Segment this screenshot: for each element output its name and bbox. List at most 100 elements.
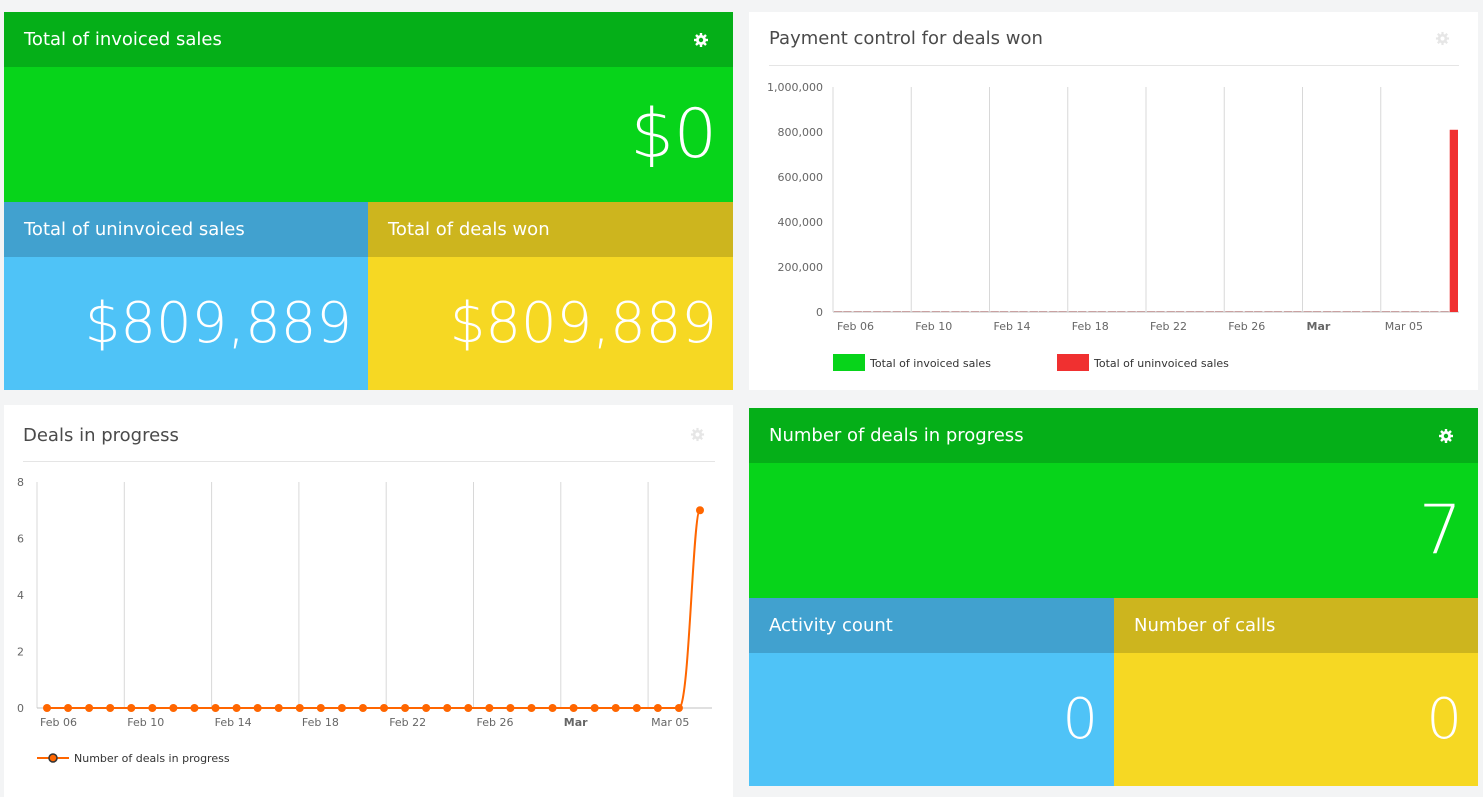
bar [1038,311,1048,312]
bar [1186,311,1195,312]
bar [1097,311,1106,312]
deals-in-progress-chart: Feb 06 Feb 10 Feb 14 Feb 18 Feb 22 Feb 26 Mar M… [17,476,712,765]
invoiced-sales-body: $0 [4,67,733,202]
data-point [127,704,136,712]
data-point [401,704,410,712]
data-point [106,704,115,712]
x-tick-label: Feb 10 [127,716,164,729]
invoiced-sales-value: $0 [630,95,717,174]
data-point [337,704,346,712]
bar [1323,311,1332,312]
data-point [211,704,220,712]
payment-control-card: Payment control for deals won Feb 06 Feb … [749,12,1478,390]
data-point [443,704,452,712]
bar [1391,311,1400,312]
data-point [422,704,431,712]
y-tick-label: 0 [17,702,24,715]
deals-progress-title: Number of deals in progress [769,425,1024,446]
gear-icon[interactable] [1438,428,1454,444]
x-tick-label: Feb 14 [994,320,1031,333]
x-tick-label: Feb 14 [215,716,252,729]
bar [1273,311,1282,312]
series-line [47,509,701,709]
y-tick-label: 4 [17,589,24,602]
bar [901,311,911,312]
bar [1156,311,1165,312]
x-tick-label: Feb 06 [40,716,77,729]
y-tick-label: 2 [17,646,24,659]
deals-in-progress-title: Deals in progress [23,425,179,446]
deals-progress-header: Number of deals in progress [749,408,1478,463]
bar [1303,311,1312,312]
data-point [295,704,304,712]
number-of-calls-header: Number of calls [1114,598,1478,653]
data-point [611,704,620,712]
data-point [674,704,683,712]
deals-won-title: Total of deals won [388,219,550,240]
data-point [696,506,704,515]
bar [1214,311,1224,312]
data-point [148,704,157,712]
y-tick-label: 0 [816,306,823,319]
bar [1088,311,1097,312]
uninvoiced-sales-title: Total of uninvoiced sales [24,219,245,240]
legend-label: Total of uninvoiced sales [1093,357,1229,370]
bar [980,311,989,312]
bar [921,311,930,312]
bar [1381,311,1391,312]
x-tick-label: Feb 26 [477,716,514,729]
gear-icon[interactable] [690,427,705,442]
deals-won-body: $809,889 [368,257,733,390]
bar [1283,311,1293,312]
bar [834,311,843,312]
bar [1010,311,1019,312]
gear-icon[interactable] [693,32,709,48]
bar [1147,311,1156,312]
deals-won-value: $809,889 [449,291,717,356]
activity-count-header: Activity count [749,598,1114,653]
bar [1225,311,1234,312]
bar [1068,311,1078,312]
bar [1430,311,1439,312]
bar [1401,311,1410,312]
bar [1293,311,1302,312]
data-point [464,704,473,712]
invoiced-sales-widget: Total of invoiced sales $0 [4,12,733,202]
bar [1166,311,1175,312]
bar [1175,311,1185,312]
bar [1127,311,1136,312]
deals-progress-widget: Number of deals in progress 7 [749,408,1478,598]
x-tick-label: Feb 06 [837,320,874,333]
data-point [506,704,515,712]
x-tick-label: Feb 10 [915,320,952,333]
x-tick-label: Feb 22 [389,716,426,729]
legend-label: Total of invoiced sales [869,357,991,370]
bar [1078,311,1087,312]
bar [1351,311,1361,312]
card-divider [769,65,1459,66]
data-point [485,704,494,712]
bar [999,311,1009,312]
bar [1234,311,1243,312]
x-tick-label: Feb 18 [302,716,339,729]
bar [1449,129,1458,312]
data-point [274,704,283,712]
deals-progress-body: 7 [749,463,1478,598]
data-point [527,704,536,712]
gear-icon[interactable] [1435,31,1450,46]
bar [990,311,999,312]
bar [1019,311,1028,312]
bar [892,311,901,312]
data-point [590,704,599,712]
data-point [632,704,641,712]
bar [1254,311,1263,312]
bar [882,311,891,312]
activity-count-body: 0 [749,653,1114,786]
legend-swatch [833,354,865,371]
deals-won-header: Total of deals won [368,202,733,257]
y-tick-label: 600,000 [778,171,824,184]
bar [1195,311,1204,312]
number-of-calls-title: Number of calls [1134,615,1276,636]
number-of-calls-value: 0 [1426,687,1462,752]
legend-label: Number of deals in progress [74,752,230,765]
